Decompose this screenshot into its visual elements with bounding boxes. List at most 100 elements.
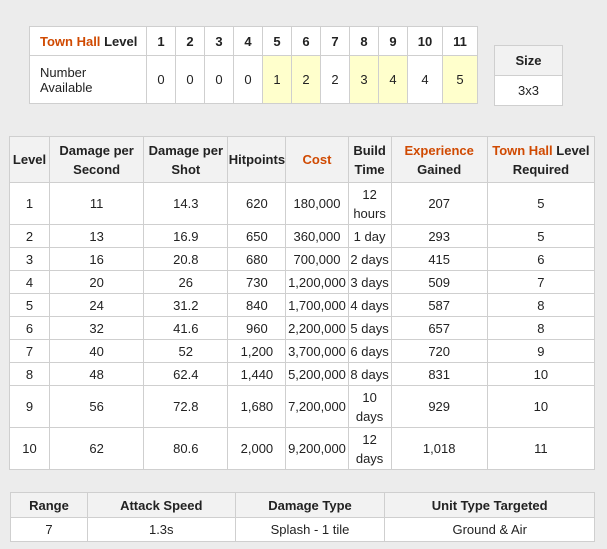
build-time-cell: 2 days — [347, 247, 392, 271]
experience-cell: 509 — [390, 270, 488, 294]
experience-cell: 929 — [390, 385, 488, 428]
damage-per-shot-cell: 16.9 — [143, 224, 229, 248]
th-level-cell: 7 — [320, 26, 350, 56]
build-time-cell: 6 days — [347, 339, 392, 363]
hitpoints-cell: 1,200 — [227, 339, 287, 363]
experience-cell: 207 — [390, 182, 488, 225]
build-time-cell: 12 days — [347, 427, 392, 470]
header-town-hall-required: Town Hall Level Required — [486, 136, 596, 183]
number-available-label: Number Available — [29, 55, 147, 104]
level-row: 10 62 80.6 2,000 9,200,000 12 days 1,018 11 — [8, 427, 596, 470]
hitpoints-cell: 2,000 — [227, 427, 287, 470]
hitpoints-cell: 730 — [227, 270, 287, 294]
experience-cell: 587 — [390, 293, 488, 317]
count-cell: 0 — [204, 55, 234, 104]
experience-cell: 720 — [390, 339, 488, 363]
cost-cell: 1,700,000 — [285, 293, 349, 317]
level-cell: 4 — [8, 270, 51, 294]
town-hall-required-cell: 10 — [486, 362, 596, 386]
header-cost: Cost — [285, 136, 349, 183]
build-time-cell: 10 days — [347, 385, 392, 428]
experience-link[interactable]: Experience — [404, 142, 474, 158]
th-level-cell: 4 — [233, 26, 263, 56]
th-level-cell: 1 — [146, 26, 176, 56]
th-level-cell: 10 — [407, 26, 443, 56]
level-row: 4 20 26 730 1,200,000 3 days 509 7 — [8, 270, 596, 294]
experience-cell: 657 — [390, 316, 488, 340]
th-level-cell: 11 — [442, 26, 478, 56]
header-build-time: Build Time — [347, 136, 392, 183]
town-hall-required-cell: 8 — [486, 316, 596, 340]
damage-per-shot-cell: 72.8 — [143, 385, 229, 428]
header-range: Range — [10, 492, 88, 518]
stats-value-row: 7 1.3s Splash - 1 tile Ground & Air — [10, 517, 595, 542]
build-time-cell: 8 days — [347, 362, 392, 386]
damage-type-value: Splash - 1 tile — [234, 517, 386, 542]
count-cell: 0 — [233, 55, 263, 104]
level-cell: 10 — [8, 427, 51, 470]
damage-per-shot-cell: 62.4 — [143, 362, 229, 386]
cost-cell: 360,000 — [285, 224, 349, 248]
experience-cell: 293 — [390, 224, 488, 248]
level-table-body: 1 11 14.3 620 180,000 12 hours 207 5 2 13 16.9 650 36… — [8, 182, 596, 470]
level-cell: 6 — [8, 316, 51, 340]
hitpoints-cell: 680 — [227, 247, 287, 271]
town-hall-link[interactable]: Town Hall — [40, 33, 101, 49]
stats-header-row: Range Attack Speed Damage Type Unit Type… — [10, 492, 595, 518]
header-damage-type: Damage Type — [234, 492, 386, 518]
build-time-cell: 4 days — [347, 293, 392, 317]
experience-cell: 831 — [390, 362, 488, 386]
dps-cell: 40 — [49, 339, 145, 363]
level-row: 8 48 62.4 1,440 5,200,000 8 days 831 10 — [8, 362, 596, 386]
level-row: 9 56 72.8 1,680 7,200,000 10 days 929 10 — [8, 385, 596, 428]
hitpoints-cell: 840 — [227, 293, 287, 317]
level-row: 2 13 16.9 650 360,000 1 day 293 5 — [8, 224, 596, 248]
header-experience-gained: Experience Gained — [390, 136, 488, 183]
count-cell: 0 — [175, 55, 205, 104]
town-hall-required-cell: 7 — [486, 270, 596, 294]
damage-per-shot-cell: 20.8 — [143, 247, 229, 271]
count-cell: 5 — [442, 55, 478, 104]
level-stats-table: Level Damage per Second Damage per Shot Hi… — [8, 136, 596, 470]
dps-cell: 13 — [49, 224, 145, 248]
count-cell: 4 — [407, 55, 443, 104]
experience-cell: 1,018 — [390, 427, 488, 470]
availability-count-row: Number Available 0 0 0 0 1 2 2 3 4 4 5 — [29, 55, 478, 104]
damage-per-shot-cell: 52 — [143, 339, 229, 363]
count-cell: 1 — [262, 55, 292, 104]
th-level-cell: 2 — [175, 26, 205, 56]
experience-cell: 415 — [390, 247, 488, 271]
th-level-cell: 5 — [262, 26, 292, 56]
dps-cell: 16 — [49, 247, 145, 271]
town-hall-required-cell: 10 — [486, 385, 596, 428]
cost-link[interactable]: Cost — [302, 152, 332, 167]
cost-cell: 3,700,000 — [285, 339, 349, 363]
cost-cell: 9,200,000 — [285, 427, 349, 470]
town-hall-level-label: Town Hall Level — [29, 26, 147, 56]
dps-cell: 24 — [49, 293, 145, 317]
level-cell: 2 — [8, 224, 51, 248]
damage-per-shot-cell: 41.6 — [143, 316, 229, 340]
attack-speed-value: 1.3s — [86, 517, 236, 542]
damage-per-shot-cell: 31.2 — [143, 293, 229, 317]
town-hall-required-cell: 6 — [486, 247, 596, 271]
damage-per-shot-cell: 80.6 — [143, 427, 229, 470]
hitpoints-cell: 1,680 — [227, 385, 287, 428]
hitpoints-cell: 1,440 — [227, 362, 287, 386]
count-cell: 2 — [320, 55, 350, 104]
availability-level-row: Town Hall Level 1 2 3 4 5 6 7 8 9 10 11 — [29, 26, 478, 56]
level-row: 7 40 52 1,200 3,700,000 6 days 720 9 — [8, 339, 596, 363]
town-hall-required-cell: 8 — [486, 293, 596, 317]
header-hitpoints: Hitpoints — [227, 136, 287, 183]
level-cell: 1 — [8, 182, 51, 225]
dps-cell: 48 — [49, 362, 145, 386]
level-row: 1 11 14.3 620 180,000 12 hours 207 5 — [8, 182, 596, 225]
level-cell: 9 — [8, 385, 51, 428]
header-damage-per-shot: Damage per Shot — [143, 136, 229, 183]
count-cell: 3 — [349, 55, 379, 104]
hitpoints-cell: 620 — [227, 182, 287, 225]
level-row: 3 16 20.8 680 700,000 2 days 415 6 — [8, 247, 596, 271]
level-cell: 8 — [8, 362, 51, 386]
hitpoints-cell: 960 — [227, 316, 287, 340]
town-hall-link[interactable]: Town Hall — [492, 142, 553, 158]
